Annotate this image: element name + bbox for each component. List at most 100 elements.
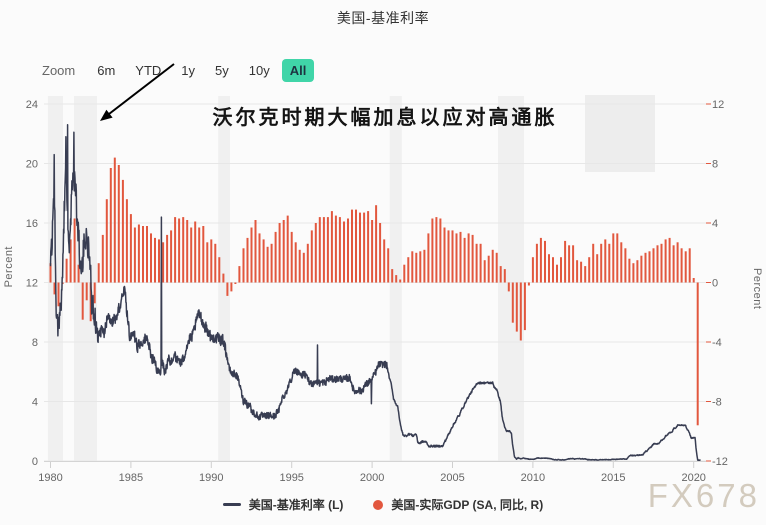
gdp-bar <box>146 226 148 283</box>
gdp-bar <box>568 245 571 283</box>
gdp-bar <box>190 227 193 283</box>
gdp-bar <box>592 243 595 283</box>
gdp-bar <box>491 249 494 283</box>
gdp-bar <box>423 249 426 283</box>
y-axis-label-right: -4 <box>712 337 722 349</box>
gdp-bar <box>431 218 434 283</box>
gdp-bar <box>523 282 526 331</box>
gdp-bar <box>150 233 152 283</box>
gdp-bar <box>544 240 546 283</box>
gdp-bar <box>616 233 619 283</box>
gdp-bar <box>302 252 305 283</box>
gdp-bar <box>487 255 490 283</box>
gdp-bar <box>459 231 462 283</box>
left-axis-title: Percent <box>3 246 15 288</box>
gdp-bar <box>53 282 56 295</box>
gdp-bar <box>359 212 361 283</box>
gdp-bar <box>572 245 575 283</box>
gdp-bar <box>266 246 269 283</box>
gdp-bar <box>113 157 116 283</box>
range-button-ytd[interactable]: YTD <box>127 59 169 82</box>
gdp-bar <box>262 239 265 283</box>
gdp-bar <box>531 257 534 283</box>
x-axis-label: 1995 <box>279 472 303 484</box>
gdp-bar <box>202 226 205 283</box>
gdp-bar <box>97 263 100 283</box>
gdp-bar <box>383 239 386 283</box>
gdp-bar <box>475 243 478 283</box>
range-button-6m[interactable]: 6m <box>89 59 123 82</box>
gdp-bar <box>210 239 213 283</box>
y-axis-label-right: 0 <box>712 278 718 290</box>
gdp-bar <box>162 242 165 283</box>
x-axis-label: 2020 <box>681 472 705 484</box>
gdp-bar <box>69 239 72 283</box>
gdp-bar <box>495 252 498 283</box>
gdp-bar <box>278 223 281 283</box>
gdp-bar <box>129 214 132 283</box>
x-axis-label: 2005 <box>440 472 464 484</box>
gdp-bar <box>174 217 177 283</box>
range-button-5y[interactable]: 5y <box>207 59 237 82</box>
y-axis-label-right: 12 <box>712 99 724 111</box>
annotation-arrowhead-icon <box>100 109 113 121</box>
gdp-bar <box>351 209 353 283</box>
gdp-bar <box>535 243 538 283</box>
gdp-bar <box>403 264 406 283</box>
gdp-bar <box>137 224 140 283</box>
legend-label-rate: 美国-基准利率 (L) <box>248 498 344 512</box>
range-button-all[interactable]: All <box>281 59 315 82</box>
gdp-bar <box>334 215 337 283</box>
recession-band <box>74 96 97 462</box>
right-axis-title: Percent <box>751 268 763 310</box>
legend-item-gdp[interactable]: 美国-实际GDP (SA, 同比, R) <box>373 496 543 513</box>
gdp-bar <box>246 237 249 283</box>
gdp-bar <box>672 245 675 283</box>
x-axis-label: 2000 <box>360 472 384 484</box>
gdp-bar <box>326 217 329 283</box>
circle-swatch-icon <box>373 499 384 510</box>
gdp-bar <box>81 282 84 320</box>
gdp-bar <box>206 242 209 283</box>
gdp-bar <box>282 220 285 283</box>
gdp-bar <box>298 249 301 283</box>
gdp-bar <box>644 252 647 283</box>
gdp-bar <box>467 233 470 283</box>
gdp-bar <box>121 179 124 283</box>
gdp-bar <box>222 273 225 283</box>
range-button-1y[interactable]: 1y <box>173 59 203 82</box>
gdp-bar <box>258 233 261 283</box>
gdp-bar <box>182 217 185 283</box>
gdp-bar <box>527 282 530 286</box>
gdp-bar <box>290 231 293 283</box>
gdp-bar <box>395 275 398 283</box>
gdp-bar <box>427 233 430 283</box>
gdp-bar <box>539 237 542 283</box>
y-axis-label-right: -12 <box>712 456 728 468</box>
gdp-bar <box>230 282 233 292</box>
gdp-bar <box>455 233 458 283</box>
x-axis-label: 1985 <box>119 472 143 484</box>
gdp-bar <box>511 282 514 323</box>
gdp-bar <box>93 282 96 304</box>
y-axis-label-right: -8 <box>712 397 722 409</box>
rate-line <box>49 124 701 462</box>
range-selector-label: Zoom <box>42 63 76 78</box>
annotation-arrow <box>108 63 175 115</box>
y-axis-label-left: 20 <box>26 159 38 171</box>
gdp-bar <box>483 260 486 283</box>
gdp-bar <box>507 282 510 292</box>
gdp-bar <box>499 266 502 283</box>
gdp-bar <box>576 260 579 283</box>
gdp-bar <box>101 234 104 283</box>
gdp-bar <box>234 282 237 284</box>
range-button-10y[interactable]: 10y <box>241 59 278 82</box>
gdp-bar <box>515 282 518 332</box>
legend-item-rate[interactable]: 美国-基准利率 (L) <box>222 496 344 513</box>
gdp-bar <box>399 279 402 283</box>
watermark: FX678 <box>647 477 760 514</box>
y-axis-label-left: 8 <box>32 337 38 349</box>
gdp-bar <box>89 282 92 322</box>
